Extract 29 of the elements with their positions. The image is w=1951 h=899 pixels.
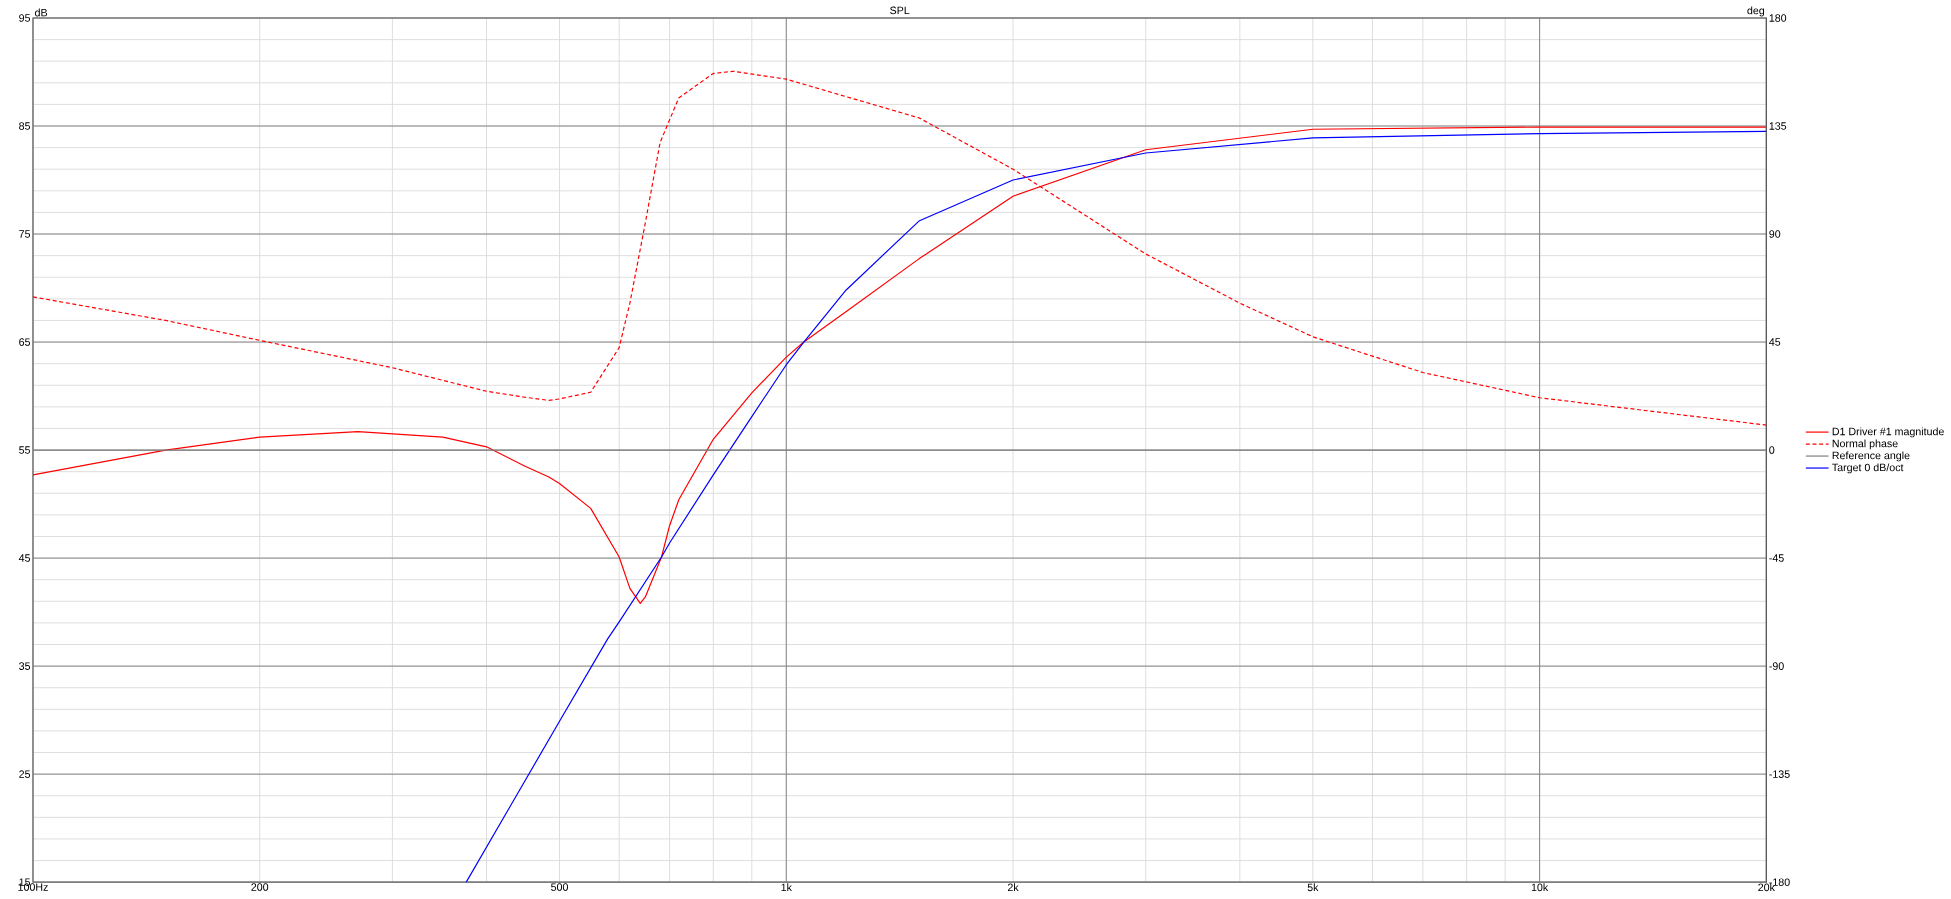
legend-label: Reference angle — [1832, 451, 1910, 462]
x-tick-label: 5k — [1307, 883, 1319, 892]
y-tick-label: 85 — [19, 122, 31, 130]
x-tick-label: 1k — [781, 883, 792, 891]
y2-tick-label: -135 — [1769, 770, 1790, 778]
y-tick-label: 25 — [19, 770, 31, 778]
x-tick-label: 200 — [251, 883, 269, 891]
legend-label: D1 Driver #1 magnitude — [1832, 427, 1944, 438]
y2-tick-label: 180 — [1769, 14, 1787, 22]
y2-tick-label: 45 — [1769, 338, 1781, 346]
y2-axis-title: deg — [1747, 6, 1765, 17]
x-tick-label: 10k — [1531, 883, 1549, 892]
y2-tick-label: 0 — [1769, 446, 1775, 454]
y2-tick-label: 90 — [1769, 230, 1781, 238]
x-tick-label: 2k — [1007, 883, 1019, 891]
y-tick-label: 65 — [19, 338, 31, 346]
y2-tick-label: -45 — [1769, 554, 1784, 562]
y-axis-title: dB — [35, 8, 48, 17]
y2-tick-label: 135 — [1769, 122, 1787, 130]
x-tick-label: 500 — [551, 883, 568, 891]
chart-title: SPL — [890, 6, 910, 15]
legend-label: Normal phase — [1832, 439, 1898, 450]
y-tick-label: 55 — [19, 446, 31, 454]
y2-tick-label: -90 — [1769, 662, 1784, 670]
legend-label: Target 0 dB/oct — [1832, 463, 1904, 474]
y-tick-label: 35 — [19, 662, 31, 670]
y-tick-label: 45 — [18, 554, 31, 562]
y-tick-label: 75 — [19, 230, 31, 238]
y-tick-label: 95 — [19, 14, 31, 22]
